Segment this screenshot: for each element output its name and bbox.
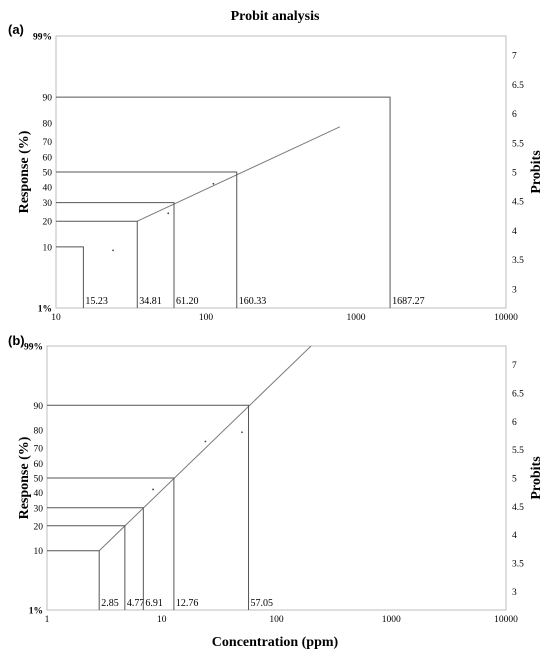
concentration-label: 15.23 <box>85 296 108 307</box>
y-tick-label: 1% <box>38 305 52 315</box>
y-tick-label: 30 <box>43 199 53 209</box>
y-tick-label: 80 <box>34 427 44 437</box>
y-tick-label: 10 <box>43 243 53 253</box>
y2-tick-label: 3.5 <box>512 256 524 266</box>
data-point <box>204 440 207 443</box>
y-tick-label: 30 <box>34 504 44 514</box>
y-tick-label: 40 <box>43 183 53 193</box>
lc-guide-line <box>56 171 238 308</box>
y2-tick-label: 6 <box>512 418 517 428</box>
y2-tick-label: 6.5 <box>512 389 524 399</box>
y-tick-label: 50 <box>43 169 53 179</box>
lc-guide-line <box>56 246 84 308</box>
lc-guide-line <box>47 404 250 610</box>
y2-axis-title: Probits <box>529 150 544 194</box>
y2-tick-label: 3.5 <box>512 560 524 570</box>
data-point <box>241 431 243 434</box>
chart-panel-a: (a)1%10203040506070809099%33.544.555.566… <box>8 22 544 323</box>
x-tick-label: 100 <box>269 615 284 625</box>
data-point <box>167 212 170 215</box>
y2-tick-label: 7 <box>512 52 517 62</box>
lc-guide-line <box>47 550 100 610</box>
y-tick-label: 90 <box>43 94 53 104</box>
y-tick-label: 1% <box>29 607 43 617</box>
chart-panel-b: (b) 1% 10 20 30 40 50 60 70 80 90 99% 3 3.5 4 4.5 5 5.5 6 6… <box>8 333 544 625</box>
x-tick-label: 10000 <box>494 615 518 625</box>
y2-tick-label: 5 <box>512 169 517 179</box>
x-tick-label: 10 <box>51 313 61 323</box>
y2-tick-label: 6 <box>512 110 517 120</box>
lc-guide-line <box>56 220 138 308</box>
regression-line <box>137 126 341 222</box>
concentration-label: 2.85 <box>101 598 119 609</box>
x-tick-label: 1000 <box>347 313 366 323</box>
y-axis-title: Response (%) <box>17 436 32 519</box>
y2-tick-label: 7 <box>512 361 517 371</box>
y2-tick-label: 6.5 <box>512 81 524 91</box>
y2-tick-label: 4 <box>512 227 517 237</box>
concentration-label: 6.91 <box>145 598 163 609</box>
concentration-label: 160.33 <box>239 296 266 307</box>
y2-tick-label: 5 <box>512 475 517 485</box>
data-point <box>112 249 114 252</box>
lc-guide-line <box>56 96 391 308</box>
data-point <box>212 182 215 185</box>
figure-title: Probit analysis <box>231 9 320 24</box>
y-tick-label: 99% <box>33 33 52 43</box>
regression-line <box>98 346 312 552</box>
lc-guide-line <box>56 202 175 308</box>
concentration-label: 12.76 <box>176 598 199 609</box>
y2-tick-label: 4.5 <box>512 198 524 208</box>
concentration-label: 1687.27 <box>392 296 425 307</box>
y-tick-label: 10 <box>34 547 44 557</box>
x-tick-label: 1 <box>45 615 50 625</box>
y2-tick-label: 3 <box>512 285 517 295</box>
concentration-label: 4.77 <box>127 598 145 609</box>
y-tick-label: 20 <box>34 522 44 532</box>
y-tick-label: 90 <box>34 402 44 412</box>
panel-label: (b) <box>8 333 25 348</box>
y2-tick-label: 4.5 <box>512 503 524 513</box>
lc-guide-line <box>47 477 175 610</box>
concentration-label: 61.20 <box>176 296 199 307</box>
concentration-label: 34.81 <box>139 296 162 307</box>
y-tick-label: 60 <box>43 154 53 164</box>
y-axis-title: Response (%) <box>17 130 32 213</box>
y-tick-label: 50 <box>34 475 44 485</box>
panel-label: (a) <box>8 22 24 37</box>
x-tick-label: 10 <box>157 615 167 625</box>
y-tick-label: 99% <box>24 343 43 353</box>
y-tick-label: 60 <box>34 460 44 470</box>
y-tick-label: 80 <box>43 119 53 129</box>
lc-guide-line <box>47 507 144 610</box>
y-tick-label: 40 <box>34 489 44 499</box>
data-point <box>152 488 154 491</box>
y2-tick-label: 5.5 <box>512 139 524 149</box>
y2-tick-label: 4 <box>512 531 517 541</box>
y-tick-label: 70 <box>34 445 44 455</box>
y2-tick-label: 3 <box>512 588 517 598</box>
x-tick-label: 100 <box>199 313 214 323</box>
y-tick-label: 70 <box>43 138 53 148</box>
x-axis-title: Concentration (ppm) <box>212 635 339 650</box>
y2-tick-label: 5.5 <box>512 446 524 456</box>
x-tick-label: 10000 <box>494 313 518 323</box>
y2-axis-title: Probits <box>529 456 544 500</box>
x-tick-label: 1000 <box>382 615 401 625</box>
lc-guide-line <box>47 525 126 610</box>
concentration-label: 57.05 <box>251 598 274 609</box>
y-tick-label: 20 <box>43 218 53 228</box>
